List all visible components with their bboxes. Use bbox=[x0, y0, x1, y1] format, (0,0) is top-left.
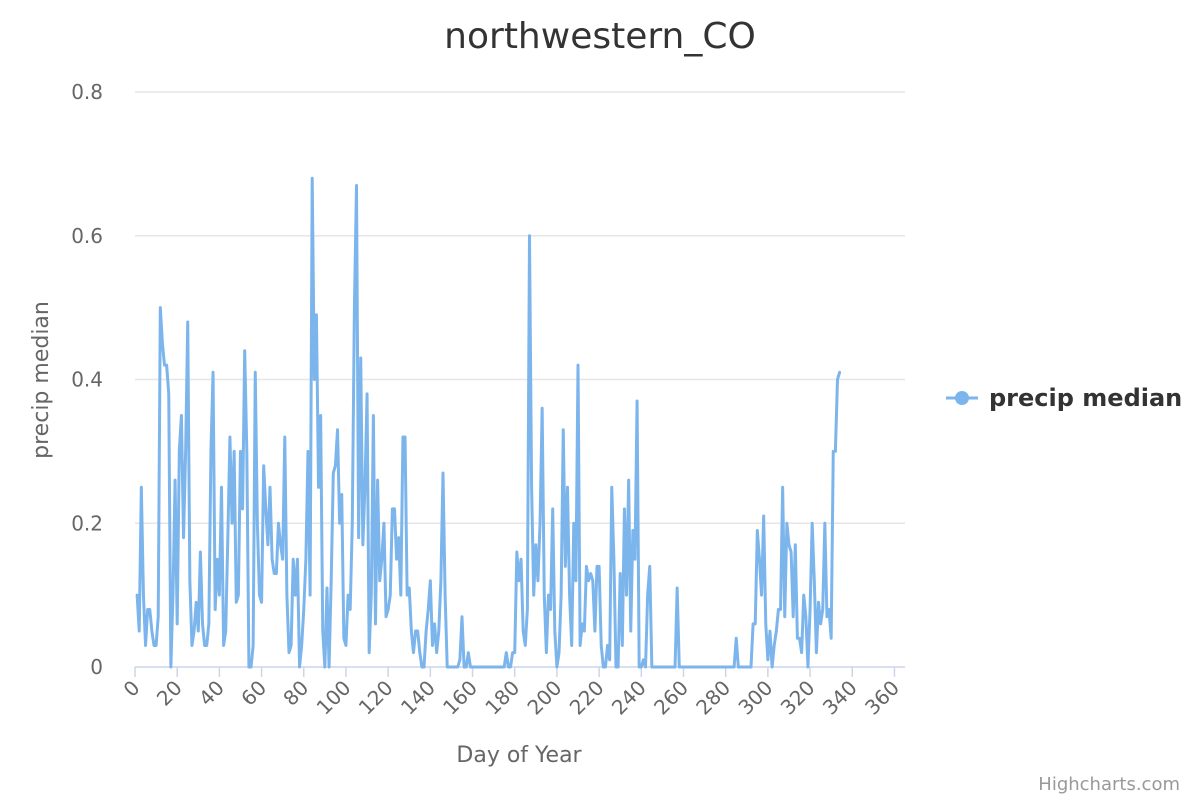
x-tick-label: 160 bbox=[438, 676, 482, 720]
x-tick-label: 300 bbox=[733, 676, 777, 720]
x-tick-label: 200 bbox=[522, 676, 566, 720]
y-tick-label: 0 bbox=[90, 655, 103, 679]
x-tick-label: 240 bbox=[607, 676, 651, 720]
x-tick-label: 80 bbox=[278, 676, 313, 711]
y-axis-title: precip median bbox=[29, 301, 54, 459]
x-tick-label: 120 bbox=[354, 676, 398, 720]
x-tick-label: 320 bbox=[776, 676, 820, 720]
credits-link[interactable]: Highcharts.com bbox=[1038, 774, 1180, 795]
x-tick-label: 60 bbox=[236, 676, 271, 711]
x-tick-labels: 0 20 40 60 801001201401601802002202402602803… bbox=[119, 676, 904, 720]
x-tick-label: 280 bbox=[691, 676, 735, 720]
x-tick-label: 340 bbox=[818, 676, 862, 720]
legend-label[interactable]: precip median bbox=[989, 384, 1182, 412]
x-tick-label: 100 bbox=[312, 676, 356, 720]
x-tick-label: 180 bbox=[480, 676, 524, 720]
x-tick-label: 220 bbox=[565, 676, 609, 720]
x-tick-label: 0 bbox=[119, 676, 145, 702]
y-tick-label: 0.6 bbox=[71, 224, 103, 248]
x-tick-label: 140 bbox=[396, 676, 440, 720]
legend-marker bbox=[955, 391, 969, 405]
x-axis-title: Day of Year bbox=[456, 743, 582, 768]
y-tick-label: 0.2 bbox=[71, 511, 103, 535]
x-tick-label: 360 bbox=[860, 676, 904, 720]
series-line-precip-median[interactable] bbox=[135, 176, 842, 669]
y-tick-label: 0.4 bbox=[71, 368, 103, 392]
x-tick-label: 260 bbox=[649, 676, 693, 720]
x-tick-label: 40 bbox=[194, 676, 229, 711]
x-ticks bbox=[134, 667, 896, 677]
chart-title: northwestern_CO bbox=[444, 16, 756, 57]
legend[interactable]: precip median bbox=[946, 384, 1182, 412]
y-grid bbox=[135, 91, 905, 524]
y-tick-labels: 0 0.2 0.4 0.6 0.8 bbox=[71, 80, 103, 679]
x-tick-label: 20 bbox=[152, 676, 187, 711]
y-tick-label: 0.8 bbox=[71, 80, 103, 104]
